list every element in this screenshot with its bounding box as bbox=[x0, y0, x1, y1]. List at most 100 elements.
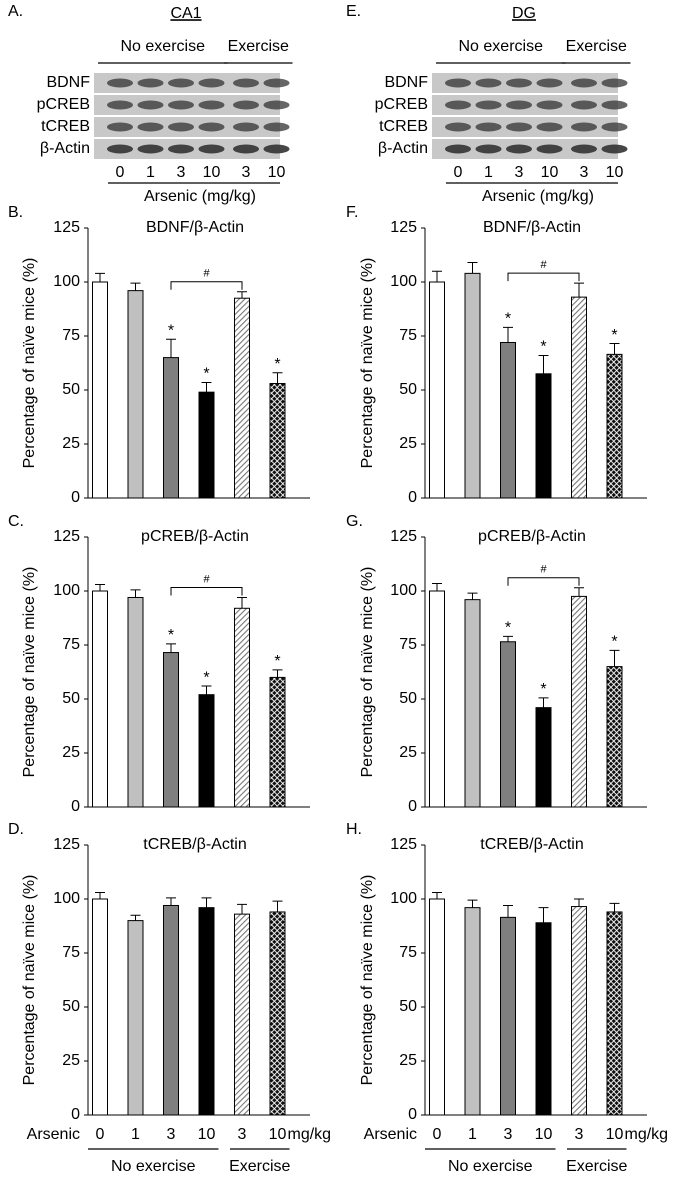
dose-label: 10 bbox=[606, 164, 624, 181]
y-tick-label: 0 bbox=[408, 489, 417, 506]
panel-label: E. bbox=[346, 3, 361, 20]
y-axis-label: Percentage of naïve mice (%) bbox=[359, 258, 376, 469]
chart-title: BDNF/β-Actin bbox=[483, 219, 581, 236]
significance-star: * bbox=[505, 620, 511, 637]
blot-band bbox=[198, 144, 225, 154]
error-bar bbox=[574, 898, 584, 907]
error-bar bbox=[166, 338, 176, 358]
error-bar bbox=[503, 326, 513, 343]
error-bar bbox=[237, 596, 247, 609]
y-axis-label: Percentage of naïve mice (%) bbox=[359, 567, 376, 778]
error-bar bbox=[95, 272, 105, 282]
significance-star: * bbox=[540, 339, 546, 356]
error-bar bbox=[95, 584, 105, 591]
y-tick-label: 75 bbox=[399, 327, 417, 344]
x-tick-label: 0 bbox=[96, 1126, 105, 1143]
error-bar bbox=[609, 902, 620, 912]
blot-band bbox=[107, 100, 133, 110]
blot-band bbox=[263, 122, 290, 132]
y-tick-label: 100 bbox=[390, 890, 417, 907]
significance-star: * bbox=[274, 653, 280, 670]
error-bar bbox=[95, 892, 105, 899]
panel-label: D. bbox=[8, 821, 24, 838]
group-label: Exercise bbox=[566, 1158, 627, 1175]
bar bbox=[198, 694, 215, 808]
y-tick-label: 0 bbox=[71, 798, 80, 815]
bracket-label: # bbox=[203, 573, 210, 585]
error-bar bbox=[538, 354, 549, 374]
y-tick-label: 0 bbox=[408, 798, 417, 815]
x-tick-label: 10 bbox=[535, 1126, 553, 1143]
error-bar bbox=[130, 914, 141, 921]
y-tick-label: 0 bbox=[71, 1106, 80, 1123]
y-tick-label: 100 bbox=[53, 890, 80, 907]
bar bbox=[127, 290, 144, 499]
error-bar bbox=[130, 282, 141, 291]
bar bbox=[163, 357, 179, 499]
significance-star: * bbox=[505, 311, 511, 328]
blot-band bbox=[475, 144, 502, 154]
error-bar bbox=[503, 635, 513, 642]
blot-row-label: pCREB bbox=[37, 96, 90, 113]
chart-title: pCREB/β-Actin bbox=[478, 528, 586, 545]
y-tick-label: 50 bbox=[399, 998, 417, 1015]
bar bbox=[429, 590, 445, 808]
significance-star: * bbox=[168, 627, 174, 644]
blot-band bbox=[536, 144, 563, 154]
blot-band bbox=[137, 100, 164, 110]
blot-band bbox=[445, 78, 471, 88]
bar bbox=[234, 297, 250, 499]
bar bbox=[535, 922, 552, 1116]
bar bbox=[500, 341, 516, 499]
bar bbox=[127, 596, 144, 808]
blot-band bbox=[536, 122, 563, 132]
chart-title: pCREB/β-Actin bbox=[141, 528, 249, 545]
x-unit-label: mg/kg bbox=[625, 1126, 669, 1143]
y-tick-label: 25 bbox=[62, 435, 80, 452]
error-bar bbox=[503, 904, 513, 918]
bar bbox=[198, 907, 215, 1116]
error-bar bbox=[237, 291, 247, 299]
y-tick-label: 125 bbox=[390, 219, 417, 236]
blot-band bbox=[263, 78, 290, 88]
y-tick-label: 100 bbox=[390, 273, 417, 290]
panel-label: B. bbox=[8, 204, 23, 221]
bar bbox=[269, 383, 286, 499]
significance-star: * bbox=[611, 634, 617, 651]
blot-band bbox=[263, 144, 290, 154]
blot-title: DG bbox=[512, 5, 536, 22]
panel-label: F. bbox=[346, 204, 358, 221]
group-label: No exercise bbox=[459, 38, 544, 55]
bracket bbox=[170, 281, 243, 290]
significance-star: * bbox=[611, 327, 617, 344]
bar bbox=[464, 599, 481, 808]
chart-title: BDNF/β-Actin bbox=[146, 219, 244, 236]
error-bar bbox=[272, 900, 283, 912]
blot-xlabel: Arsenic (mg/kg) bbox=[482, 188, 594, 205]
significance-star: * bbox=[203, 366, 209, 383]
bar bbox=[535, 373, 552, 499]
bracket bbox=[170, 586, 243, 596]
bar bbox=[198, 391, 215, 499]
y-tick-label: 125 bbox=[390, 528, 417, 545]
x-axis-label: Arsenic bbox=[364, 1126, 417, 1143]
y-tick-label: 75 bbox=[399, 636, 417, 653]
blot-row-label: BDNF bbox=[384, 74, 428, 91]
blot-band bbox=[475, 78, 502, 88]
blot-band bbox=[445, 122, 471, 132]
blot-band bbox=[601, 100, 628, 110]
dose-label: 1 bbox=[146, 164, 155, 181]
blot-band bbox=[233, 144, 259, 154]
blot-band bbox=[107, 78, 133, 88]
y-tick-label: 100 bbox=[53, 582, 80, 599]
group-label: Exercise bbox=[229, 1158, 290, 1175]
dose-label: 10 bbox=[203, 164, 221, 181]
bracket bbox=[507, 272, 580, 282]
x-tick-label: 10 bbox=[606, 1126, 624, 1143]
bar bbox=[571, 595, 587, 808]
blot-row-label: β-Actin bbox=[40, 140, 90, 157]
blot-band bbox=[601, 122, 628, 132]
blot-band bbox=[571, 144, 597, 154]
dose-label: 3 bbox=[515, 164, 524, 181]
error-bar bbox=[201, 685, 212, 695]
